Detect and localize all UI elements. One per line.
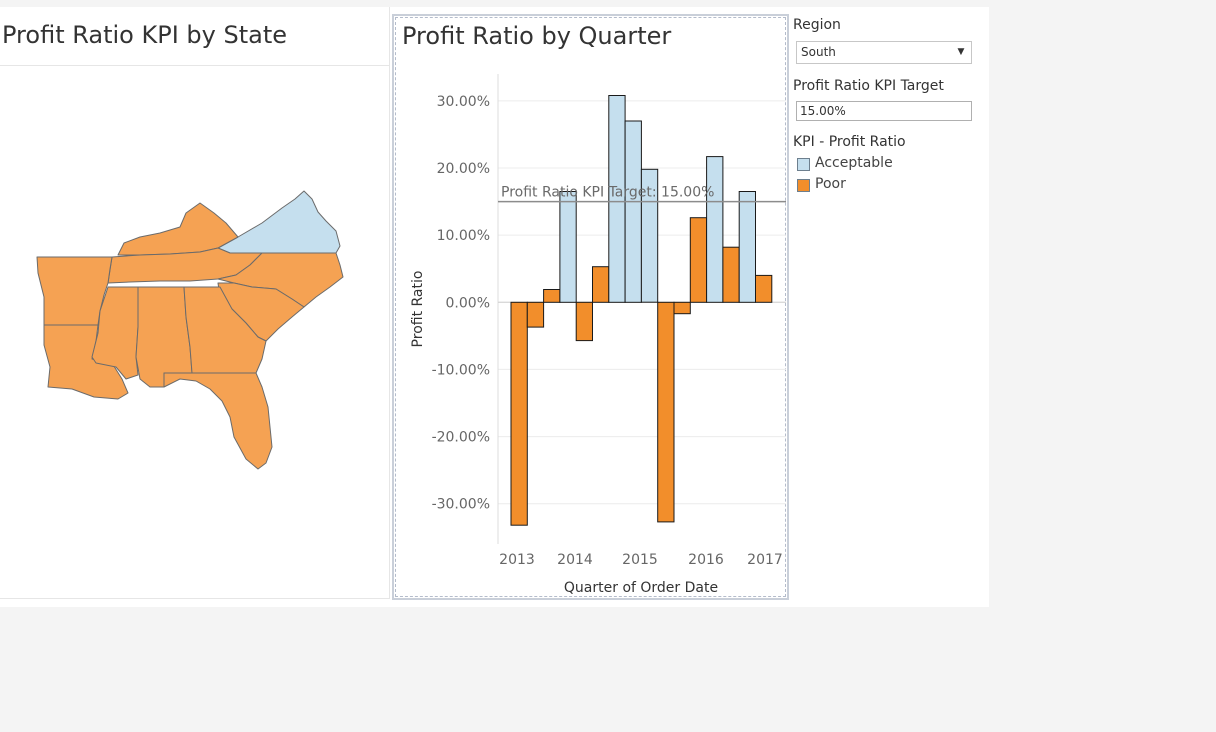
bar-2013-q1[interactable] (510, 301, 528, 526)
region-dropdown[interactable]: South ▼ (796, 41, 972, 64)
y-axis-title: Profit Ratio (410, 271, 426, 348)
legend-swatch-acceptable (797, 158, 810, 171)
state-alabama[interactable] (135, 286, 193, 388)
bar-2016-q1[interactable] (706, 156, 724, 303)
legend-label-poor: Poor (815, 176, 846, 192)
bar-2013-q4[interactable] (559, 191, 577, 303)
legend-label-acceptable: Acceptable (815, 155, 893, 171)
map-sheet: Profit Ratio KPI by State (0, 7, 390, 599)
bar-2013-q3[interactable] (543, 289, 561, 303)
chart-title: Profit Ratio by Quarter (402, 22, 672, 50)
legend-swatch-poor (797, 179, 810, 192)
y-tick-label: 30.00% (437, 94, 490, 110)
x-tick-label: 2015 (622, 552, 658, 568)
bar-2014-q2[interactable] (592, 266, 610, 303)
y-tick-label: -10.00% (432, 362, 490, 378)
y-tick-label: 20.00% (437, 161, 490, 177)
y-tick-label: 10.00% (437, 228, 490, 244)
legend-title: KPI - Profit Ratio (793, 134, 906, 150)
dashboard: Profit Ratio KPI by State Profit Ratio b… (0, 7, 989, 607)
target-input[interactable]: 15.00% (796, 101, 972, 121)
y-tick-label: -20.00% (432, 430, 490, 446)
bar-2013-q2[interactable] (526, 301, 545, 328)
y-tick-label: -30.00% (432, 497, 490, 513)
state-georgia[interactable] (183, 286, 267, 374)
target-parameter-label: Profit Ratio KPI Target (793, 78, 944, 94)
x-tick-label: 2014 (557, 552, 593, 568)
state-kentucky[interactable] (117, 202, 239, 256)
region-filter-label: Region (793, 17, 841, 33)
state-map[interactable] (0, 7, 390, 599)
x-tick-label: 2013 (499, 552, 535, 568)
kpi-target-label: Profit Ratio KPI Target: 15.00% (501, 185, 714, 201)
bar-2015-q1[interactable] (640, 168, 659, 303)
side-panel: Region South ▼ Profit Ratio KPI Target 1… (793, 7, 983, 207)
y-tick-label: 0.00% (446, 295, 490, 311)
map-title: Profit Ratio KPI by State (2, 21, 287, 49)
bar-2016-q4[interactable] (755, 274, 773, 303)
x-axis-title: Quarter of Order Date (564, 580, 718, 596)
state-virginia[interactable] (217, 190, 341, 254)
bar-2015-q2[interactable] (657, 301, 675, 523)
region-dropdown-value: South (801, 45, 836, 59)
sheet-divider (389, 7, 390, 599)
bar-2014-q4[interactable] (624, 120, 642, 303)
map-header-divider (0, 65, 390, 66)
bar-chart[interactable]: 30.00% 20.00% 10.00% 0.00% -10.00% -20.00% -30… (394, 16, 787, 598)
chevron-down-icon[interactable]: ▼ (957, 47, 965, 57)
state-louisiana[interactable] (43, 324, 129, 400)
bar-2016-q3[interactable] (738, 191, 757, 303)
state-florida[interactable] (149, 372, 273, 470)
x-tick-label: 2016 (688, 552, 724, 568)
bar-2014-q1[interactable] (575, 301, 593, 342)
x-tick-label: 2017 (747, 552, 783, 568)
bar-2015-q4[interactable] (689, 217, 708, 303)
map-footer-divider (0, 598, 390, 599)
bar-2016-q2[interactable] (722, 246, 740, 303)
bar-2015-q3[interactable] (673, 301, 691, 315)
chart-sheet[interactable]: Profit Ratio by Quarter 30.00% 20.00% 10.0… (392, 14, 789, 600)
